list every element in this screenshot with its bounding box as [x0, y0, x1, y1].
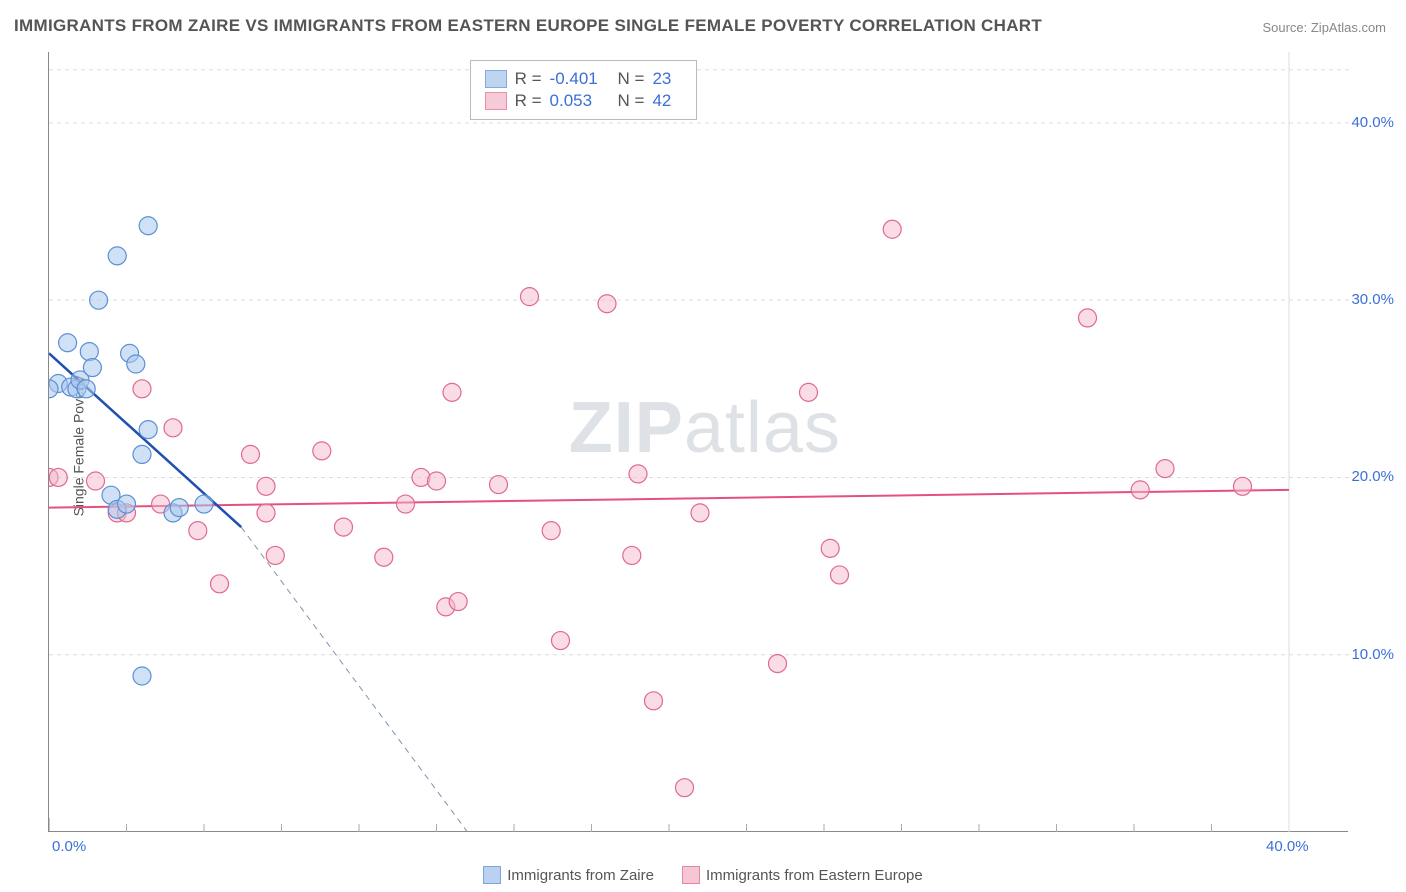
- ytick-label: 30.0%: [1351, 291, 1394, 308]
- stats-box: R = -0.401 N = 23 R = 0.053 N = 42: [470, 60, 698, 120]
- n-value: 42: [652, 91, 682, 111]
- n-label: N =: [618, 69, 645, 89]
- stats-row: R = -0.401 N = 23: [485, 69, 683, 89]
- legend-item: Immigrants from Eastern Europe: [682, 866, 923, 884]
- n-label: N =: [618, 91, 645, 111]
- legend-swatch-icon: [682, 866, 700, 884]
- xtick-label: 40.0%: [1266, 838, 1309, 855]
- legend-swatch-icon: [483, 866, 501, 884]
- stats-row: R = 0.053 N = 42: [485, 91, 683, 111]
- source-label: Source: ZipAtlas.com: [1262, 20, 1386, 35]
- legend-label: Immigrants from Zaire: [507, 867, 654, 884]
- scatter-svg: [49, 52, 1349, 832]
- ytick-label: 40.0%: [1351, 114, 1394, 131]
- r-value: 0.053: [550, 91, 610, 111]
- xtick-label: 0.0%: [52, 838, 86, 855]
- plot-area: [48, 52, 1348, 832]
- ytick-label: 10.0%: [1351, 646, 1394, 663]
- n-value: 23: [652, 69, 682, 89]
- legend-swatch-icon: [485, 92, 507, 110]
- legend-item: Immigrants from Zaire: [483, 866, 654, 884]
- ytick-label: 20.0%: [1351, 468, 1394, 485]
- r-value: -0.401: [550, 69, 610, 89]
- chart-title: IMMIGRANTS FROM ZAIRE VS IMMIGRANTS FROM…: [14, 16, 1042, 36]
- legend-swatch-icon: [485, 70, 507, 88]
- r-label: R =: [515, 69, 542, 89]
- r-label: R =: [515, 91, 542, 111]
- bottom-legend: Immigrants from Zaire Immigrants from Eas…: [0, 866, 1406, 884]
- legend-label: Immigrants from Eastern Europe: [706, 867, 923, 884]
